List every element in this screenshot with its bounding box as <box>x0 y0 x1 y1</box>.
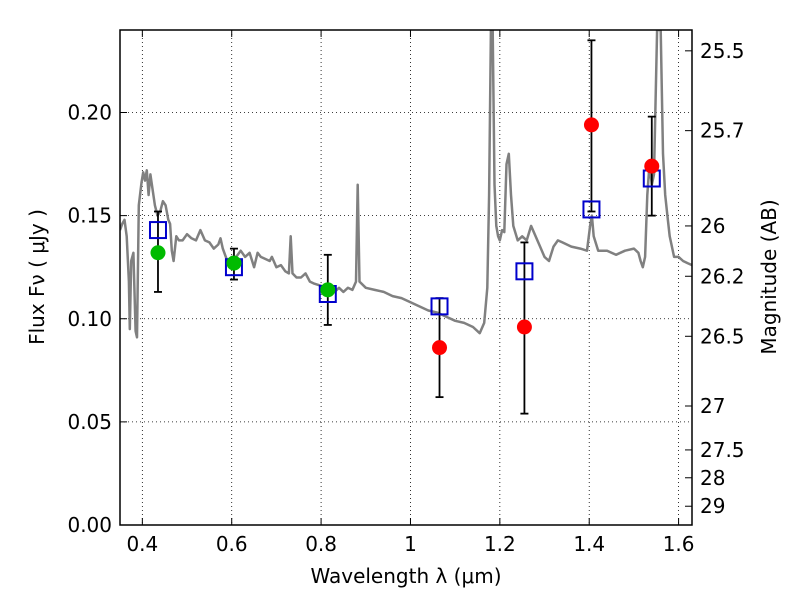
plot-area <box>120 30 692 415</box>
x-tick-label: 1 <box>404 532 417 556</box>
y-tick-label: 0.20 <box>67 101 112 125</box>
tick-labels: 0.4 0.6 0.8 1 1.2 1.4 1.6 0.00 0.05 0.10 0.15 0.20 2… <box>67 39 744 556</box>
data-layer <box>120 30 692 415</box>
plot-frame <box>119 29 693 526</box>
y-tick-label: 0.15 <box>67 204 112 228</box>
y2-tick-label: 28 <box>700 466 725 490</box>
y-tick-label: 0.00 <box>67 513 112 537</box>
y2-tick-label: 25.7 <box>700 119 745 143</box>
y2-tick-label: 26 <box>700 214 725 238</box>
x-tick-label: 1.2 <box>484 532 516 556</box>
axis-ticks <box>120 30 692 526</box>
observed-flux-point <box>516 319 532 335</box>
model-flux-square-marker <box>430 297 449 316</box>
y-axis-label: Flux Fν ( μJy ) <box>25 209 49 345</box>
x-tick-label: 0.8 <box>305 532 337 556</box>
y-tick-label: 0.10 <box>67 307 112 331</box>
grid-lines <box>120 30 692 525</box>
observed-flux-point <box>432 340 448 356</box>
y2-tick-label: 27 <box>700 394 725 418</box>
y2-tick-label: 29 <box>700 494 725 518</box>
y2-tick-label: 26.5 <box>700 324 745 348</box>
observed-flux-point <box>583 117 599 133</box>
x-axis-label: Wavelength λ (μm) <box>310 564 501 588</box>
x-tick-label: 0.4 <box>126 532 158 556</box>
observed-flux-point <box>320 282 336 298</box>
y2-tick-label: 25.5 <box>700 39 745 63</box>
observed-flux-point <box>226 255 242 271</box>
x-tick-label: 1.4 <box>573 532 605 556</box>
y-tick-label: 0.05 <box>67 410 112 434</box>
observed-flux-point <box>644 158 660 174</box>
x-tick-label: 0.6 <box>216 532 248 556</box>
y2-tick-label: 26.2 <box>700 264 745 288</box>
model-flux-square-marker <box>148 221 167 240</box>
x-tick-label: 1.6 <box>663 532 695 556</box>
model-spectrum-line <box>120 30 692 339</box>
y2-axis-label: Magnitude (AB) <box>757 199 781 354</box>
y2-tick-label: 27.5 <box>700 438 745 462</box>
model-flux-square-marker <box>515 262 534 281</box>
observed-flux-point <box>150 245 166 261</box>
model-flux-square-marker <box>582 200 601 219</box>
